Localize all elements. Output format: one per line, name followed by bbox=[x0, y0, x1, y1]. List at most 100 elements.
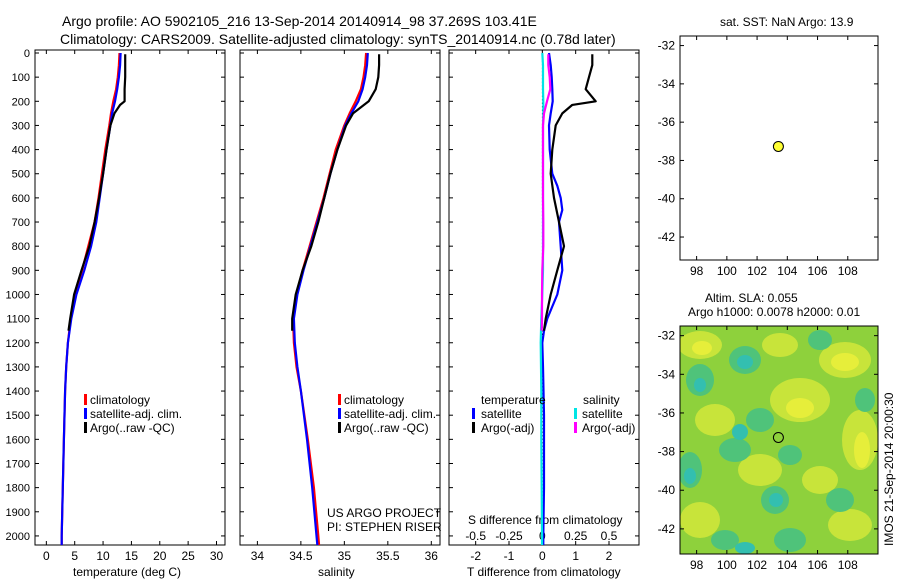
legend-label-argo: Argo(..raw -QC) bbox=[90, 421, 175, 435]
salinity-x-label: salinity bbox=[318, 565, 355, 579]
x-tick-label: 5 bbox=[71, 549, 78, 563]
depth-tick-label: 700 bbox=[12, 217, 30, 229]
legend-swatch-temp-argo bbox=[472, 422, 475, 433]
legend-swatch-climatology bbox=[84, 394, 87, 405]
top-tick-label: 0.25 bbox=[564, 529, 588, 543]
lat-tick-label: -42 bbox=[658, 522, 676, 536]
temperature-legend: climatology satellite-adj. clim. Argo(..… bbox=[84, 393, 182, 435]
timestamp: IMOS 21-Sep-2014 20:00:30 bbox=[882, 392, 896, 546]
depth-tick-label: 1400 bbox=[6, 386, 30, 398]
x-tick-label: 34 bbox=[251, 549, 265, 563]
credits-line-2: PI: STEPHEN RISER bbox=[327, 520, 442, 534]
x-tick-label: 0 bbox=[539, 549, 546, 563]
lon-tick-label: 106 bbox=[808, 264, 828, 278]
legend-label-climatology: climatology bbox=[90, 393, 150, 407]
lon-tick-label: 108 bbox=[838, 558, 858, 572]
lon-tick-label: 98 bbox=[690, 264, 704, 278]
temperature-x-label: temperature (deg C) bbox=[73, 565, 181, 579]
depth-tick-label: 300 bbox=[12, 120, 30, 132]
lon-tick-label: 108 bbox=[838, 264, 858, 278]
temperature-x-tick-labels: 051015202530 bbox=[43, 549, 223, 563]
x-tick-label: 36 bbox=[425, 549, 439, 563]
salinity-legend: climatology satellite-adj. clim. Argo(..… bbox=[338, 393, 436, 435]
depth-tick-label: 0 bbox=[24, 48, 30, 60]
lon-tick-label: 104 bbox=[777, 558, 797, 572]
difference-top-label: S difference from climatology bbox=[468, 513, 623, 527]
lat-tick-label: -34 bbox=[658, 367, 676, 381]
legend-label-temp-argo: Argo(-adj) bbox=[481, 421, 534, 435]
difference-series bbox=[541, 53, 596, 546]
series-line-3 bbox=[292, 54, 379, 331]
map-top-title: sat. SST: NaN Argo: 13.9 bbox=[720, 15, 854, 29]
depth-tick-label: 600 bbox=[12, 193, 30, 205]
depth-tick-label: 800 bbox=[12, 241, 30, 253]
legend-label-sal-satellite: satellite bbox=[582, 407, 623, 421]
difference-x-label: T difference from climatology bbox=[467, 565, 621, 579]
depth-tick-label: 1700 bbox=[6, 458, 30, 470]
depth-tick-label: 2000 bbox=[6, 531, 30, 543]
depth-tick-label: 1200 bbox=[6, 338, 30, 350]
series-line-2 bbox=[294, 53, 368, 546]
depth-tick-label: 1900 bbox=[6, 507, 30, 519]
depth-tick-label: 1600 bbox=[6, 434, 30, 446]
top-tick-label: -0.5 bbox=[465, 529, 486, 543]
lat-tick-label: -32 bbox=[658, 329, 676, 343]
depth-tick-labels: 0100200300400500600700800900100011001200… bbox=[6, 48, 30, 543]
salinity-axes bbox=[240, 50, 440, 545]
x-tick-label: 1 bbox=[572, 549, 579, 563]
lon-tick-label: 102 bbox=[747, 558, 767, 572]
x-tick-label: 0 bbox=[43, 549, 50, 563]
difference-legend: temperature salinity satellite Argo(-adj… bbox=[472, 393, 635, 435]
legend-swatch-sal-argo bbox=[574, 422, 577, 433]
legend-swatch-climatology bbox=[338, 394, 341, 405]
legend-swatch-temp-satellite bbox=[472, 408, 475, 419]
legend-label-satellite: satellite-adj. clim. bbox=[90, 407, 182, 421]
legend-label-satellite: satellite-adj. clim. bbox=[344, 407, 436, 421]
lon-tick-label: 100 bbox=[717, 264, 737, 278]
lat-tick-label: -42 bbox=[658, 230, 676, 244]
legend-label-climatology: climatology bbox=[344, 393, 404, 407]
depth-tick-label: 500 bbox=[12, 169, 30, 181]
depth-tick-label: 1500 bbox=[6, 410, 30, 422]
legend-label-argo: Argo(..raw -QC) bbox=[344, 421, 429, 435]
lat-tick-label: -38 bbox=[658, 153, 676, 167]
legend-label-sal-argo: Argo(-adj) bbox=[582, 421, 635, 435]
legend-swatch-satellite bbox=[338, 408, 341, 419]
lon-tick-label: 102 bbox=[747, 264, 767, 278]
depth-tick-label: 1800 bbox=[6, 483, 30, 495]
lat-tick-label: -40 bbox=[658, 483, 676, 497]
title-line-1: Argo profile: AO 5902105_216 13-Sep-2014… bbox=[62, 13, 537, 29]
legend-header-temperature: temperature bbox=[481, 393, 546, 407]
lon-tick-label: 98 bbox=[690, 558, 704, 572]
salinity-series bbox=[292, 53, 379, 546]
x-tick-label: -1 bbox=[504, 549, 515, 563]
depth-tick-label: 1300 bbox=[6, 362, 30, 374]
series-line-1 bbox=[293, 53, 366, 546]
depth-tick-label: 200 bbox=[12, 96, 30, 108]
series-line-2 bbox=[62, 53, 121, 546]
x-tick-label: 15 bbox=[125, 549, 139, 563]
lat-tick-label: -32 bbox=[658, 39, 676, 53]
sla-map-field bbox=[678, 326, 878, 554]
x-tick-label: 25 bbox=[181, 549, 195, 563]
depth-tick-label: 1000 bbox=[6, 289, 30, 301]
x-tick-label: 10 bbox=[96, 549, 110, 563]
x-tick-label: 35.5 bbox=[376, 549, 400, 563]
lon-tick-label: 100 bbox=[717, 558, 737, 572]
lon-tick-label: 106 bbox=[808, 558, 828, 572]
x-tick-label: 35 bbox=[338, 549, 352, 563]
depth-tick-label: 1100 bbox=[6, 314, 30, 326]
map-bottom-title-1: Altim. SLA: 0.055 bbox=[705, 291, 798, 305]
x-tick-label: 34.5 bbox=[289, 549, 313, 563]
lat-tick-label: -40 bbox=[658, 192, 676, 206]
top-tick-label: 0.5 bbox=[601, 529, 618, 543]
legend-swatch-argo bbox=[84, 422, 87, 433]
depth-tick-label: 900 bbox=[12, 265, 30, 277]
lat-tick-label: -34 bbox=[658, 77, 676, 91]
lat-tick-label: -36 bbox=[658, 115, 676, 129]
x-tick-label: -2 bbox=[470, 549, 481, 563]
credits-line-1: US ARGO PROJECT bbox=[327, 506, 442, 520]
depth-tick-label: 100 bbox=[12, 72, 30, 84]
